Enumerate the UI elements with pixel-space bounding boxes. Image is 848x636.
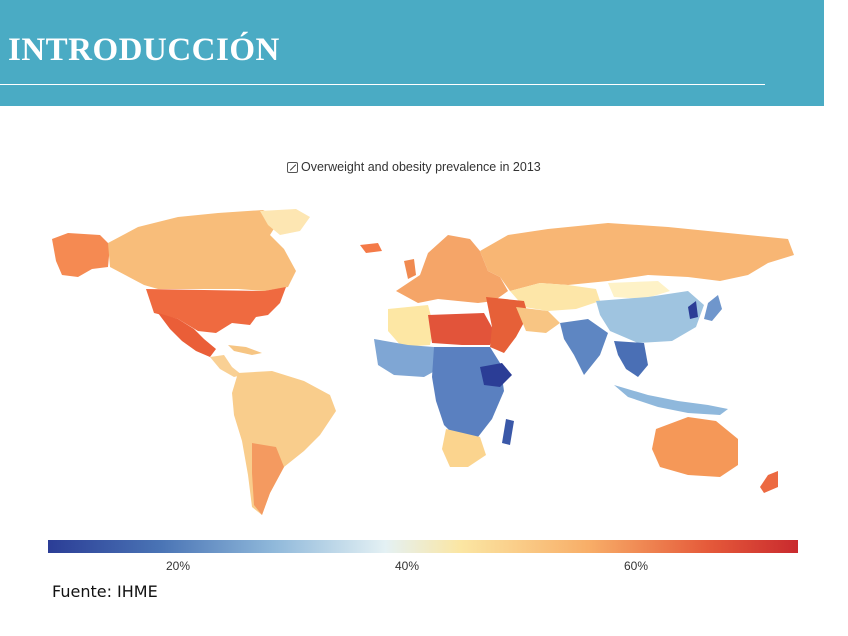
- region-southeast-asia: [614, 341, 648, 377]
- legend-tick-40: 40%: [394, 559, 420, 573]
- legend-tick-60: 60%: [623, 559, 649, 573]
- world-choropleth-map: [52, 209, 794, 515]
- region-russia: [480, 223, 794, 291]
- map-title: Overweight and obesity prevalence in 201…: [287, 160, 541, 174]
- region-australia: [652, 417, 738, 477]
- source-credit: Fuente: IHME: [52, 582, 158, 601]
- region-greenland: [260, 209, 310, 235]
- region-ethiopia: [480, 363, 512, 387]
- region-japan: [704, 295, 722, 321]
- expand-icon[interactable]: [287, 161, 298, 173]
- map-title-text: Overweight and obesity prevalence in 201…: [301, 160, 541, 174]
- region-southern-africa: [442, 429, 486, 467]
- region-mexico: [158, 313, 216, 357]
- region-middle-east: [486, 297, 528, 353]
- region-central-asia: [510, 283, 600, 311]
- region-iceland: [360, 243, 382, 253]
- region-iran: [516, 307, 560, 333]
- region-usa: [146, 287, 286, 333]
- region-northwest-africa: [388, 305, 434, 347]
- region-south-america: [232, 371, 336, 515]
- header-banner: INTRODUCCIÓN: [0, 0, 824, 106]
- region-china: [596, 291, 704, 343]
- region-canada: [108, 210, 296, 291]
- region-india: [560, 319, 608, 375]
- region-korea: [688, 301, 698, 319]
- region-caribbean: [228, 345, 262, 355]
- page-title: INTRODUCCIÓN: [8, 32, 280, 68]
- region-mongolia: [608, 281, 670, 299]
- region-alaska: [52, 233, 110, 277]
- region-chile-argentina: [252, 443, 284, 515]
- region-central-africa: [432, 347, 504, 439]
- region-central-america: [210, 355, 242, 377]
- region-uk: [404, 259, 416, 279]
- header-divider: [0, 84, 765, 85]
- region-libya-egypt: [428, 313, 494, 345]
- region-west-africa: [374, 339, 442, 377]
- legend-colorbar: [48, 540, 798, 553]
- region-indonesia: [614, 385, 728, 415]
- region-europe: [396, 235, 508, 303]
- region-madagascar: [502, 419, 514, 445]
- region-new-zealand: [760, 471, 778, 493]
- legend-tick-20: 20%: [165, 559, 191, 573]
